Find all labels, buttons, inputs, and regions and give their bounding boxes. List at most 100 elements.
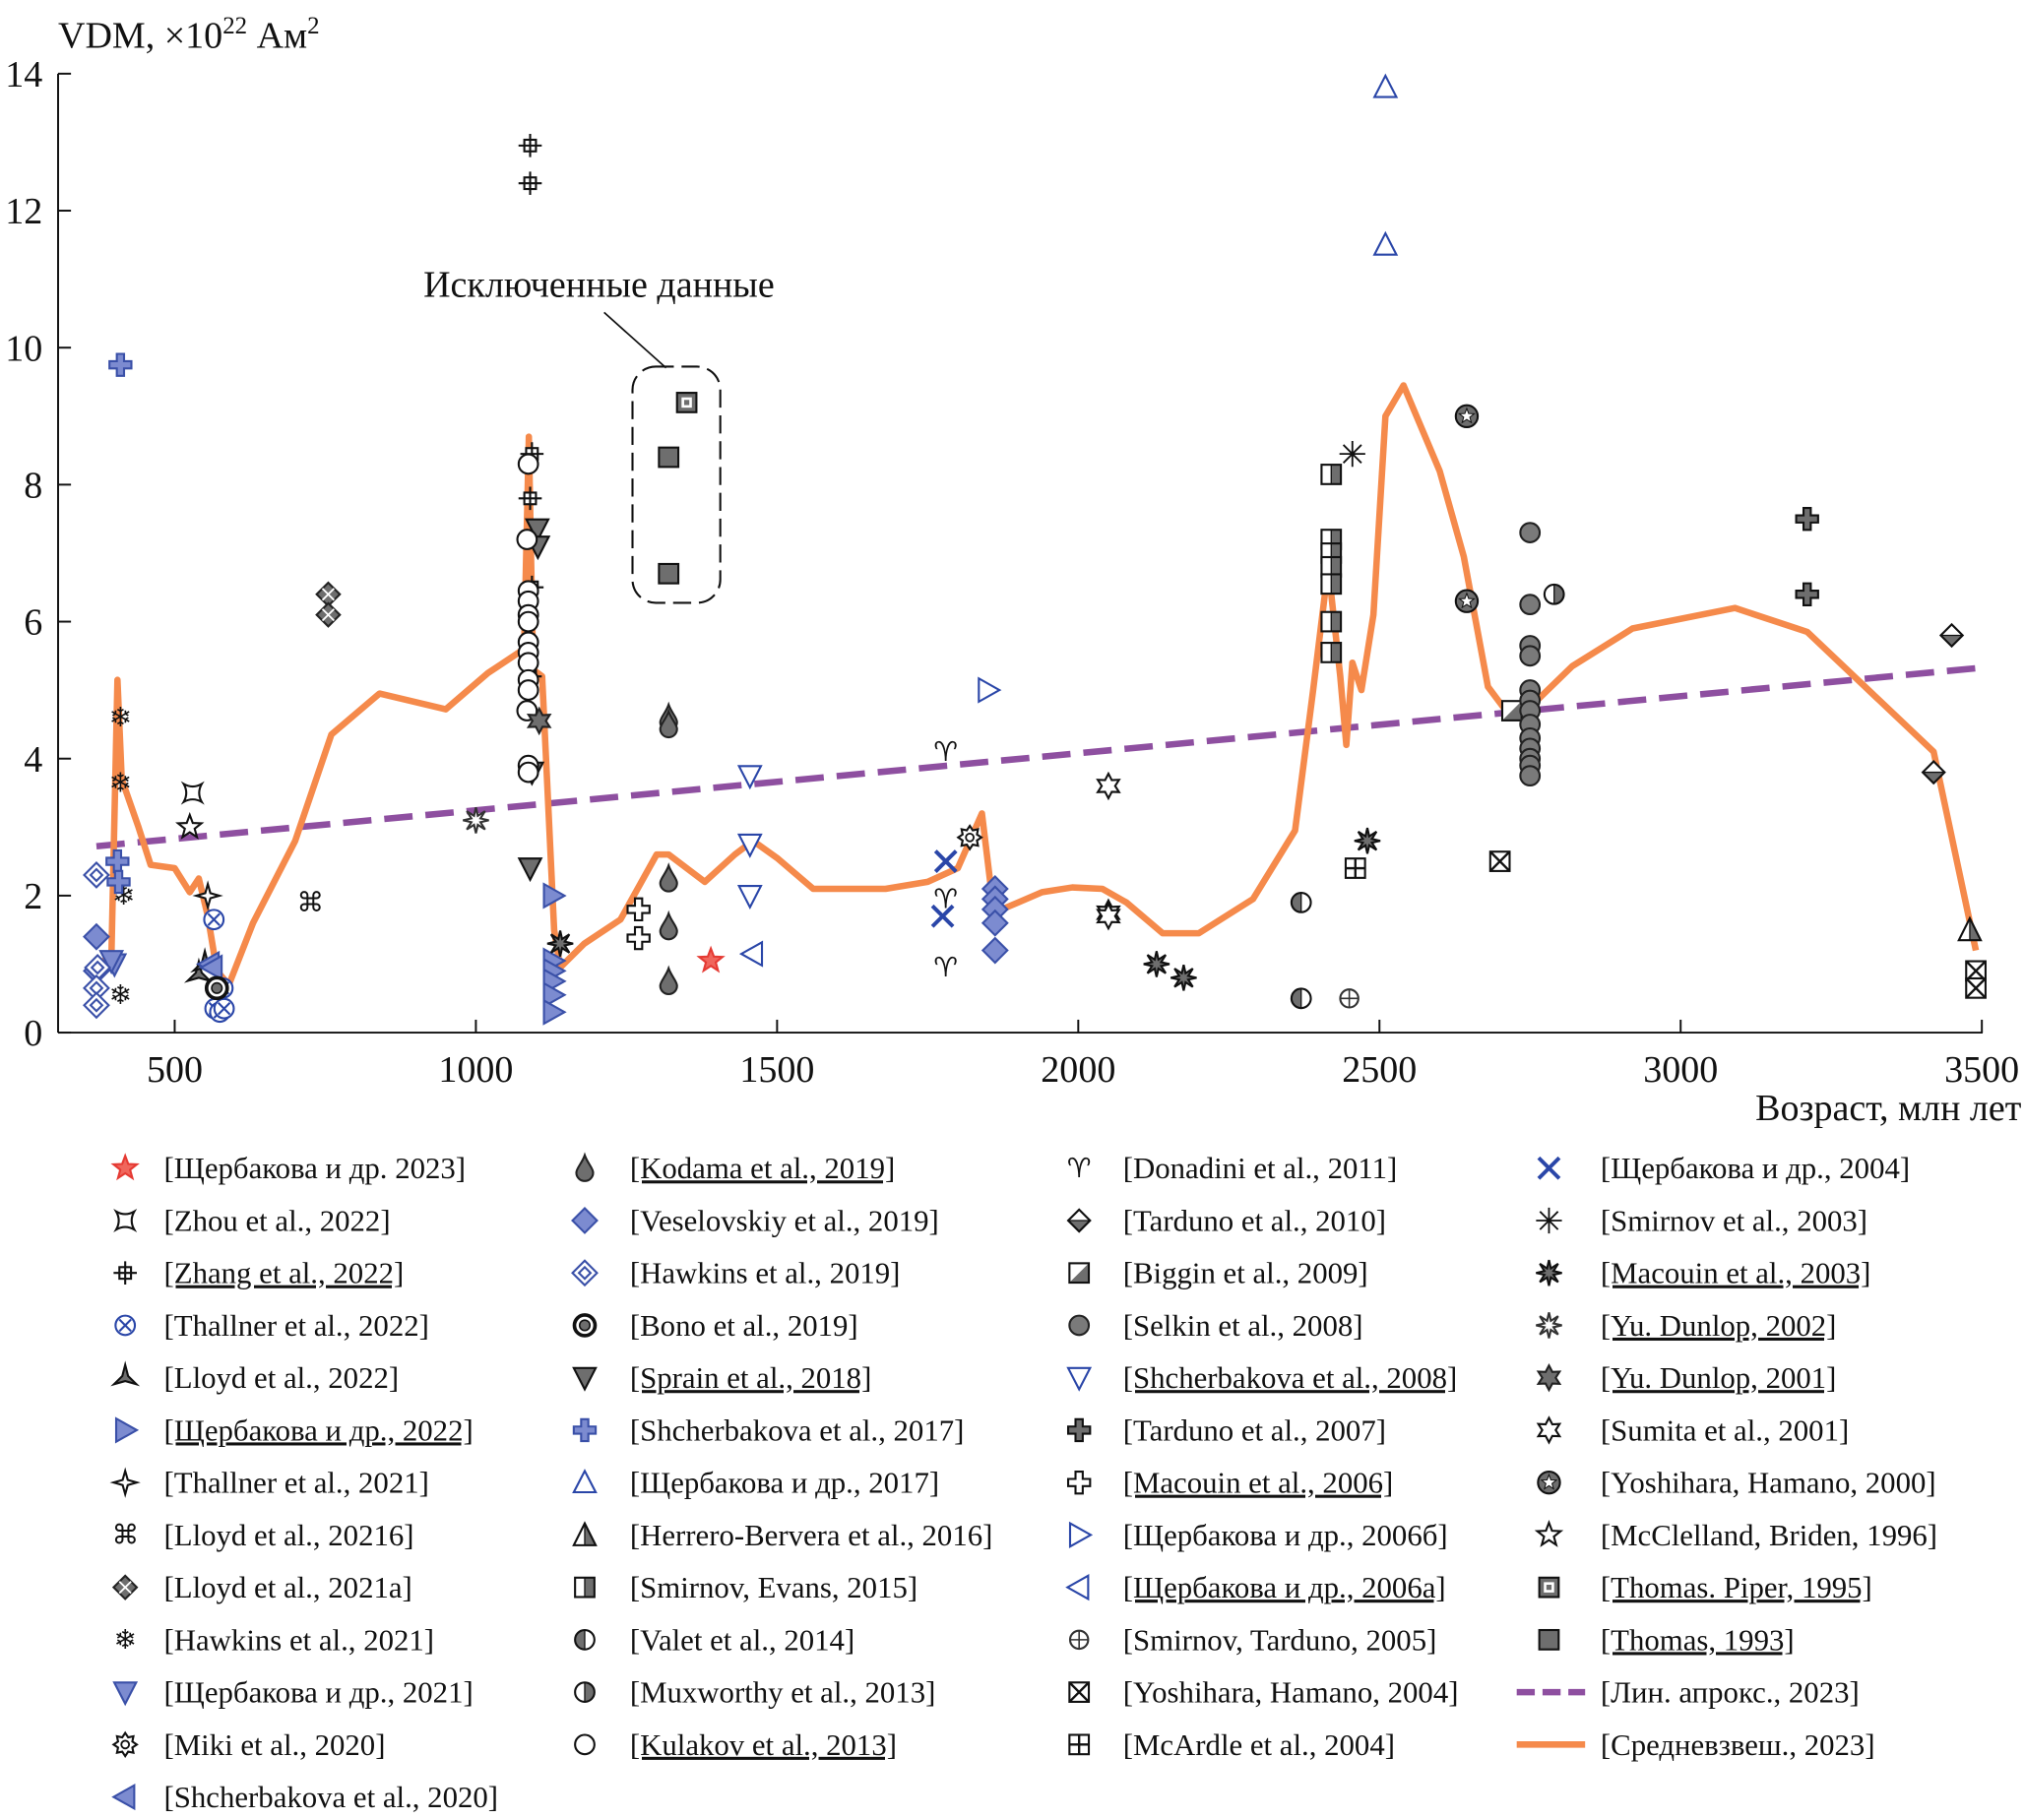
- series-half-filled-square: [1320, 464, 1343, 663]
- series-circle-grey: [1519, 522, 1542, 787]
- legend-item: [Lloyd et al., 2022]: [110, 1360, 399, 1395]
- series-plus-blue: [105, 352, 133, 895]
- legend-label: [McClelland, Briden, 1996]: [1601, 1519, 1937, 1552]
- data-point: ❄: [109, 767, 132, 798]
- data-point: [626, 897, 651, 922]
- data-point: [658, 562, 680, 585]
- legend-item: [Щербакова и др., 2022]: [114, 1413, 474, 1447]
- weighted-mean-line: [95, 382, 1980, 988]
- data-point: [1320, 464, 1343, 485]
- series-square-grid: [1344, 857, 1366, 879]
- data-point: [675, 392, 698, 413]
- series-circle-plus: [1339, 988, 1360, 1009]
- legend-item: [Щербакова и др., 2004]: [1537, 1152, 1910, 1185]
- series-triangle-down-outline: [736, 765, 763, 910]
- svg-text:❄: ❄: [109, 979, 132, 1011]
- data-point: [1957, 915, 1983, 942]
- right-half-circle-icon: [574, 1681, 596, 1703]
- y-tick-label: 12: [5, 191, 42, 232]
- svg-text:⌘: ⌘: [111, 1520, 139, 1551]
- diagonal-square-icon: [1068, 1262, 1091, 1285]
- legend-item: [Yoshihara, Hamano, 2000]: [1537, 1467, 1936, 1500]
- series-hexagram-outline: [1096, 771, 1121, 931]
- legend-label: [Щербакова и др., 2006а]: [1123, 1571, 1446, 1604]
- series-half-filled-diamond: [1921, 622, 1965, 785]
- data-point: [1500, 700, 1523, 722]
- data-point: [736, 833, 763, 858]
- x-tick-label: 3000: [1643, 1049, 1718, 1091]
- data-point: [518, 486, 542, 511]
- legend-label: [Щербакова и др. 2023]: [164, 1152, 467, 1185]
- legend-item: [Щербакова и др., 2006б]: [1068, 1519, 1448, 1552]
- double-circle-icon: [572, 1313, 598, 1338]
- data-point: [204, 975, 229, 1001]
- data-point: [1965, 976, 1987, 999]
- data-point: [1354, 827, 1381, 854]
- series-square-x: [1488, 850, 1987, 999]
- x-icon: [1537, 1156, 1561, 1180]
- curves: [95, 382, 1980, 988]
- circle-x-icon: [114, 1314, 137, 1337]
- legend-label: [Щербакова и др., 2017]: [630, 1467, 939, 1500]
- data-point: [1096, 902, 1121, 931]
- series-left-half-circle: [1290, 892, 1312, 1010]
- series-half-filled-triangle: [1957, 915, 1983, 942]
- legend-label: [Zhou et al., 2022]: [164, 1204, 391, 1237]
- legend-label: [Selkin et al., 2008]: [1123, 1309, 1363, 1343]
- svg-text:❄: ❄: [109, 767, 132, 798]
- legend-item: [McClelland, Briden, 1996]: [1534, 1519, 1937, 1552]
- legend-item: [Thomas. Piper, 1995]: [1538, 1571, 1872, 1604]
- legend-item: [Thallner et al., 2021]: [109, 1467, 429, 1500]
- red-star-icon: [110, 1153, 140, 1181]
- legend-item: [Shcherbakova et al., 2020]: [111, 1781, 498, 1814]
- data-point: [659, 862, 678, 893]
- data-point: [1519, 645, 1542, 667]
- data-point: [83, 991, 110, 1020]
- legend-label: [Hawkins et al., 2019]: [630, 1257, 901, 1290]
- legend-label: [Bono et al., 2019]: [630, 1309, 858, 1343]
- legend-label: [Средневзвеш., 2023]: [1601, 1728, 1875, 1762]
- data-point: [517, 761, 539, 784]
- series-triangle-left-outline: [738, 940, 764, 968]
- legend-item: [Kodama et al., 2019]: [575, 1152, 895, 1185]
- svg-text:♈: ♈: [933, 736, 958, 768]
- data-point: [1938, 622, 1965, 649]
- data-point: [1372, 73, 1399, 98]
- data-point: [175, 811, 205, 840]
- left-half-circle-icon: [574, 1628, 596, 1651]
- legend-item: [Средневзвеш., 2023]: [1516, 1728, 1875, 1762]
- data-point: [517, 857, 543, 883]
- burst-grey-icon: [1536, 1259, 1562, 1287]
- series-plus-grey: [1795, 507, 1819, 606]
- series-diagonal-square: [1500, 700, 1523, 722]
- data-point: [516, 529, 538, 550]
- series-double-circle: [204, 975, 229, 1001]
- annotation-leader-line: [603, 311, 667, 369]
- data-point: [1488, 850, 1511, 872]
- data-point: [980, 909, 1009, 937]
- square-x-icon: [1068, 1681, 1091, 1703]
- legend-label: [Yu. Dunlop, 2001]: [1601, 1361, 1837, 1395]
- legend-label: [Smirnov, Tarduno, 2005]: [1123, 1623, 1437, 1657]
- legend-item: [Smirnov et al., 2003]: [1536, 1204, 1867, 1237]
- concave-square-icon: [113, 1208, 138, 1232]
- triangle-down-grey-icon: [572, 1366, 598, 1392]
- legend-item: [Sumita et al., 2001]: [1536, 1413, 1849, 1447]
- data-point: [183, 957, 214, 983]
- x-tick-label: 500: [147, 1049, 203, 1091]
- legend-label: [Lloyd et al., 2021a]: [164, 1571, 412, 1604]
- data-point: [1170, 964, 1197, 991]
- data-point: [956, 824, 983, 851]
- data-point: ♈: [933, 952, 958, 983]
- legend-label: [Hawkins et al., 2021]: [164, 1623, 435, 1657]
- y-tick-label: 6: [24, 602, 42, 644]
- series-star-outline: [175, 811, 205, 840]
- data-point: [736, 885, 763, 910]
- circle-outline-icon: [574, 1733, 596, 1756]
- series-circle-outline: [516, 453, 539, 784]
- data-point: [1454, 404, 1480, 429]
- data-point: [83, 922, 110, 951]
- data-point: [659, 708, 678, 739]
- legend-item: [Щербакова и др., 2017]: [572, 1467, 939, 1500]
- series-x: [930, 849, 958, 928]
